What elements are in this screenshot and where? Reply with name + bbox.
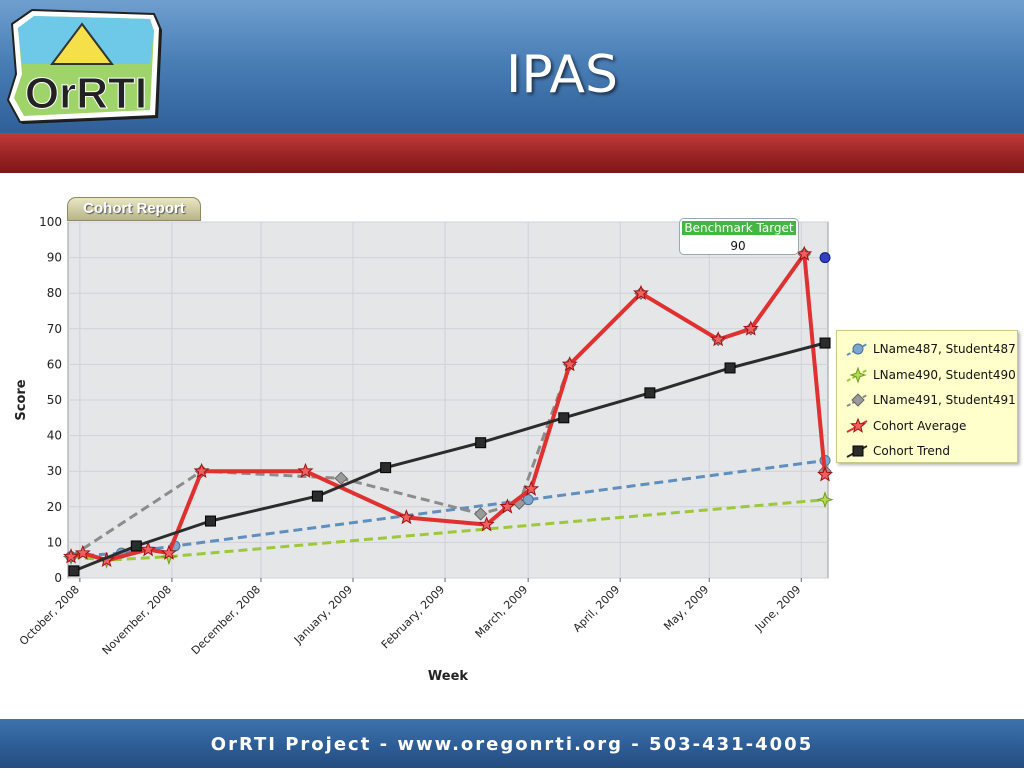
legend-swatch-icon: [846, 343, 868, 356]
legend-line: [846, 394, 868, 407]
legend-marker: [849, 417, 867, 433]
series-line: [73, 341, 826, 573]
y-tick-label: 20: [47, 500, 62, 514]
data-point: [380, 462, 392, 474]
legend-marker: [852, 445, 864, 457]
x-tick-label: April, 2009: [571, 583, 623, 635]
footer-text: OrRTI Project - www.oregonrti.org - 503-…: [210, 734, 814, 755]
x-tick-label: February, 2009: [379, 583, 447, 651]
legend-label: Cohort Trend: [873, 444, 950, 458]
data-point: [140, 541, 157, 557]
y-tick-label: 90: [47, 251, 62, 265]
legend-swatch-icon: [846, 365, 868, 384]
x-tick-label: October, 2008: [17, 583, 82, 648]
data-point: [742, 320, 759, 336]
data-point: [160, 544, 177, 560]
y-tick-label: 10: [47, 535, 62, 549]
legend-line: [846, 368, 868, 382]
logo-text: OrRTI: [25, 69, 147, 118]
y-tick-label: 70: [47, 322, 62, 336]
orrti-logo: OrRTI: [6, 8, 162, 124]
tooltip-title: Benchmark Target: [682, 221, 796, 235]
data-point: [561, 355, 578, 372]
series-3: [62, 245, 834, 568]
legend-swatch-icon: [846, 393, 868, 407]
data-point: [796, 245, 813, 261]
y-tick-label: 40: [47, 429, 62, 443]
series-4: [68, 337, 831, 577]
data-point: [334, 471, 348, 486]
tooltip-value: 90: [730, 239, 746, 253]
header-bar: [0, 0, 1024, 133]
header-accent-band: [0, 133, 1024, 173]
legend-marker: [852, 343, 864, 355]
legend-marker: [851, 393, 865, 407]
legend-label: LName487, Student487: [873, 342, 1016, 356]
data-point: [816, 491, 834, 509]
cohort-chart: 0 10 20 30 40 50 60 70 80 90 100 October, 2008 Novem…: [14, 215, 834, 684]
data-point: [311, 490, 323, 502]
data-point: [478, 516, 495, 532]
y-tick-label: 0: [54, 571, 62, 585]
slide-title: IPAS: [506, 45, 618, 105]
data-point: [522, 494, 534, 506]
legend-marker: [849, 365, 867, 384]
benchmark-tooltip: Benchmark Target 90: [679, 218, 799, 255]
legend-label: Cohort Average: [873, 418, 967, 433]
data-point: [98, 551, 115, 568]
data-point: [644, 387, 656, 399]
x-tick-label: December, 2008: [189, 583, 263, 657]
x-axis-label: Week: [428, 669, 469, 684]
y-tick-label: 60: [47, 357, 62, 371]
y-axis-label: Score: [14, 379, 29, 420]
data-point: [475, 437, 487, 449]
y-tick-label: 80: [47, 286, 62, 300]
y-tick-label: 100: [39, 215, 62, 229]
x-tick-label: May, 2009: [661, 583, 711, 633]
x-tick-label: November, 2008: [100, 583, 174, 657]
series-line: [70, 498, 826, 562]
data-point: [499, 498, 516, 514]
benchmark-point: [819, 252, 831, 264]
cohort-report-tab[interactable]: Cohort Report: [67, 197, 201, 221]
data-point: [523, 480, 540, 496]
y-tick-label: 30: [47, 464, 62, 478]
data-point: [632, 284, 649, 301]
legend-swatch-icon: [846, 445, 868, 458]
legend-label: LName491, Student491: [873, 393, 1016, 407]
data-point: [473, 507, 488, 521]
chart-legend: LName487, Student487 LName490, Student490…: [836, 330, 1018, 463]
x-tick-label: June, 2009: [752, 583, 804, 635]
legend-line: [846, 343, 868, 356]
data-point: [68, 565, 80, 577]
data-point: [297, 462, 314, 479]
x-tick-label: March, 2009: [473, 583, 531, 641]
legend-swatch-icon: [846, 417, 868, 433]
data-point: [817, 466, 834, 482]
y-tick-label: 50: [47, 393, 62, 407]
data-point: [74, 544, 91, 560]
data-point: [819, 337, 831, 349]
legend-label: LName490, Student490: [873, 367, 1016, 382]
data-point: [205, 515, 216, 527]
data-point: [62, 548, 79, 564]
data-point: [193, 462, 210, 479]
data-point: [398, 509, 415, 525]
data-point: [130, 540, 142, 552]
data-point: [558, 412, 570, 424]
footer-bar: OrRTI Project - www.oregonrti.org - 503-…: [0, 719, 1024, 768]
x-tick-label: January, 2009: [291, 583, 355, 647]
data-point: [710, 331, 727, 347]
data-point: [724, 362, 736, 374]
